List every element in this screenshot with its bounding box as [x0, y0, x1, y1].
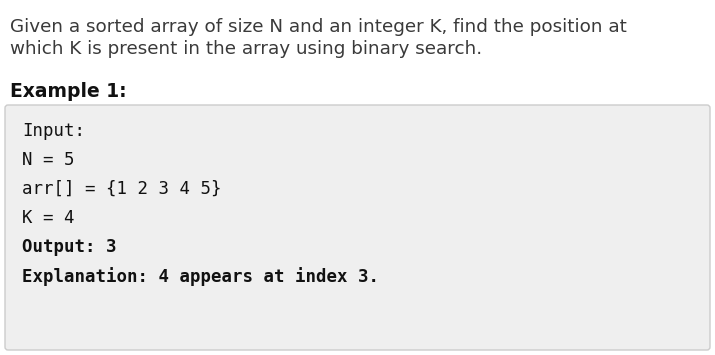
Text: Output: 3: Output: 3	[22, 238, 117, 256]
Text: N = 5: N = 5	[22, 151, 74, 169]
Text: K = 4: K = 4	[22, 209, 74, 227]
Text: arr[] = {1 2 3 4 5}: arr[] = {1 2 3 4 5}	[22, 180, 222, 198]
Text: Example 1:: Example 1:	[10, 82, 127, 101]
Text: Input:: Input:	[22, 122, 85, 140]
Text: Explanation: 4 appears at index 3.: Explanation: 4 appears at index 3.	[22, 267, 379, 286]
FancyBboxPatch shape	[5, 105, 710, 350]
Text: Given a sorted array of size N and an integer K, find the position at: Given a sorted array of size N and an in…	[10, 18, 627, 36]
Text: which K is present in the array using binary search.: which K is present in the array using bi…	[10, 40, 482, 58]
